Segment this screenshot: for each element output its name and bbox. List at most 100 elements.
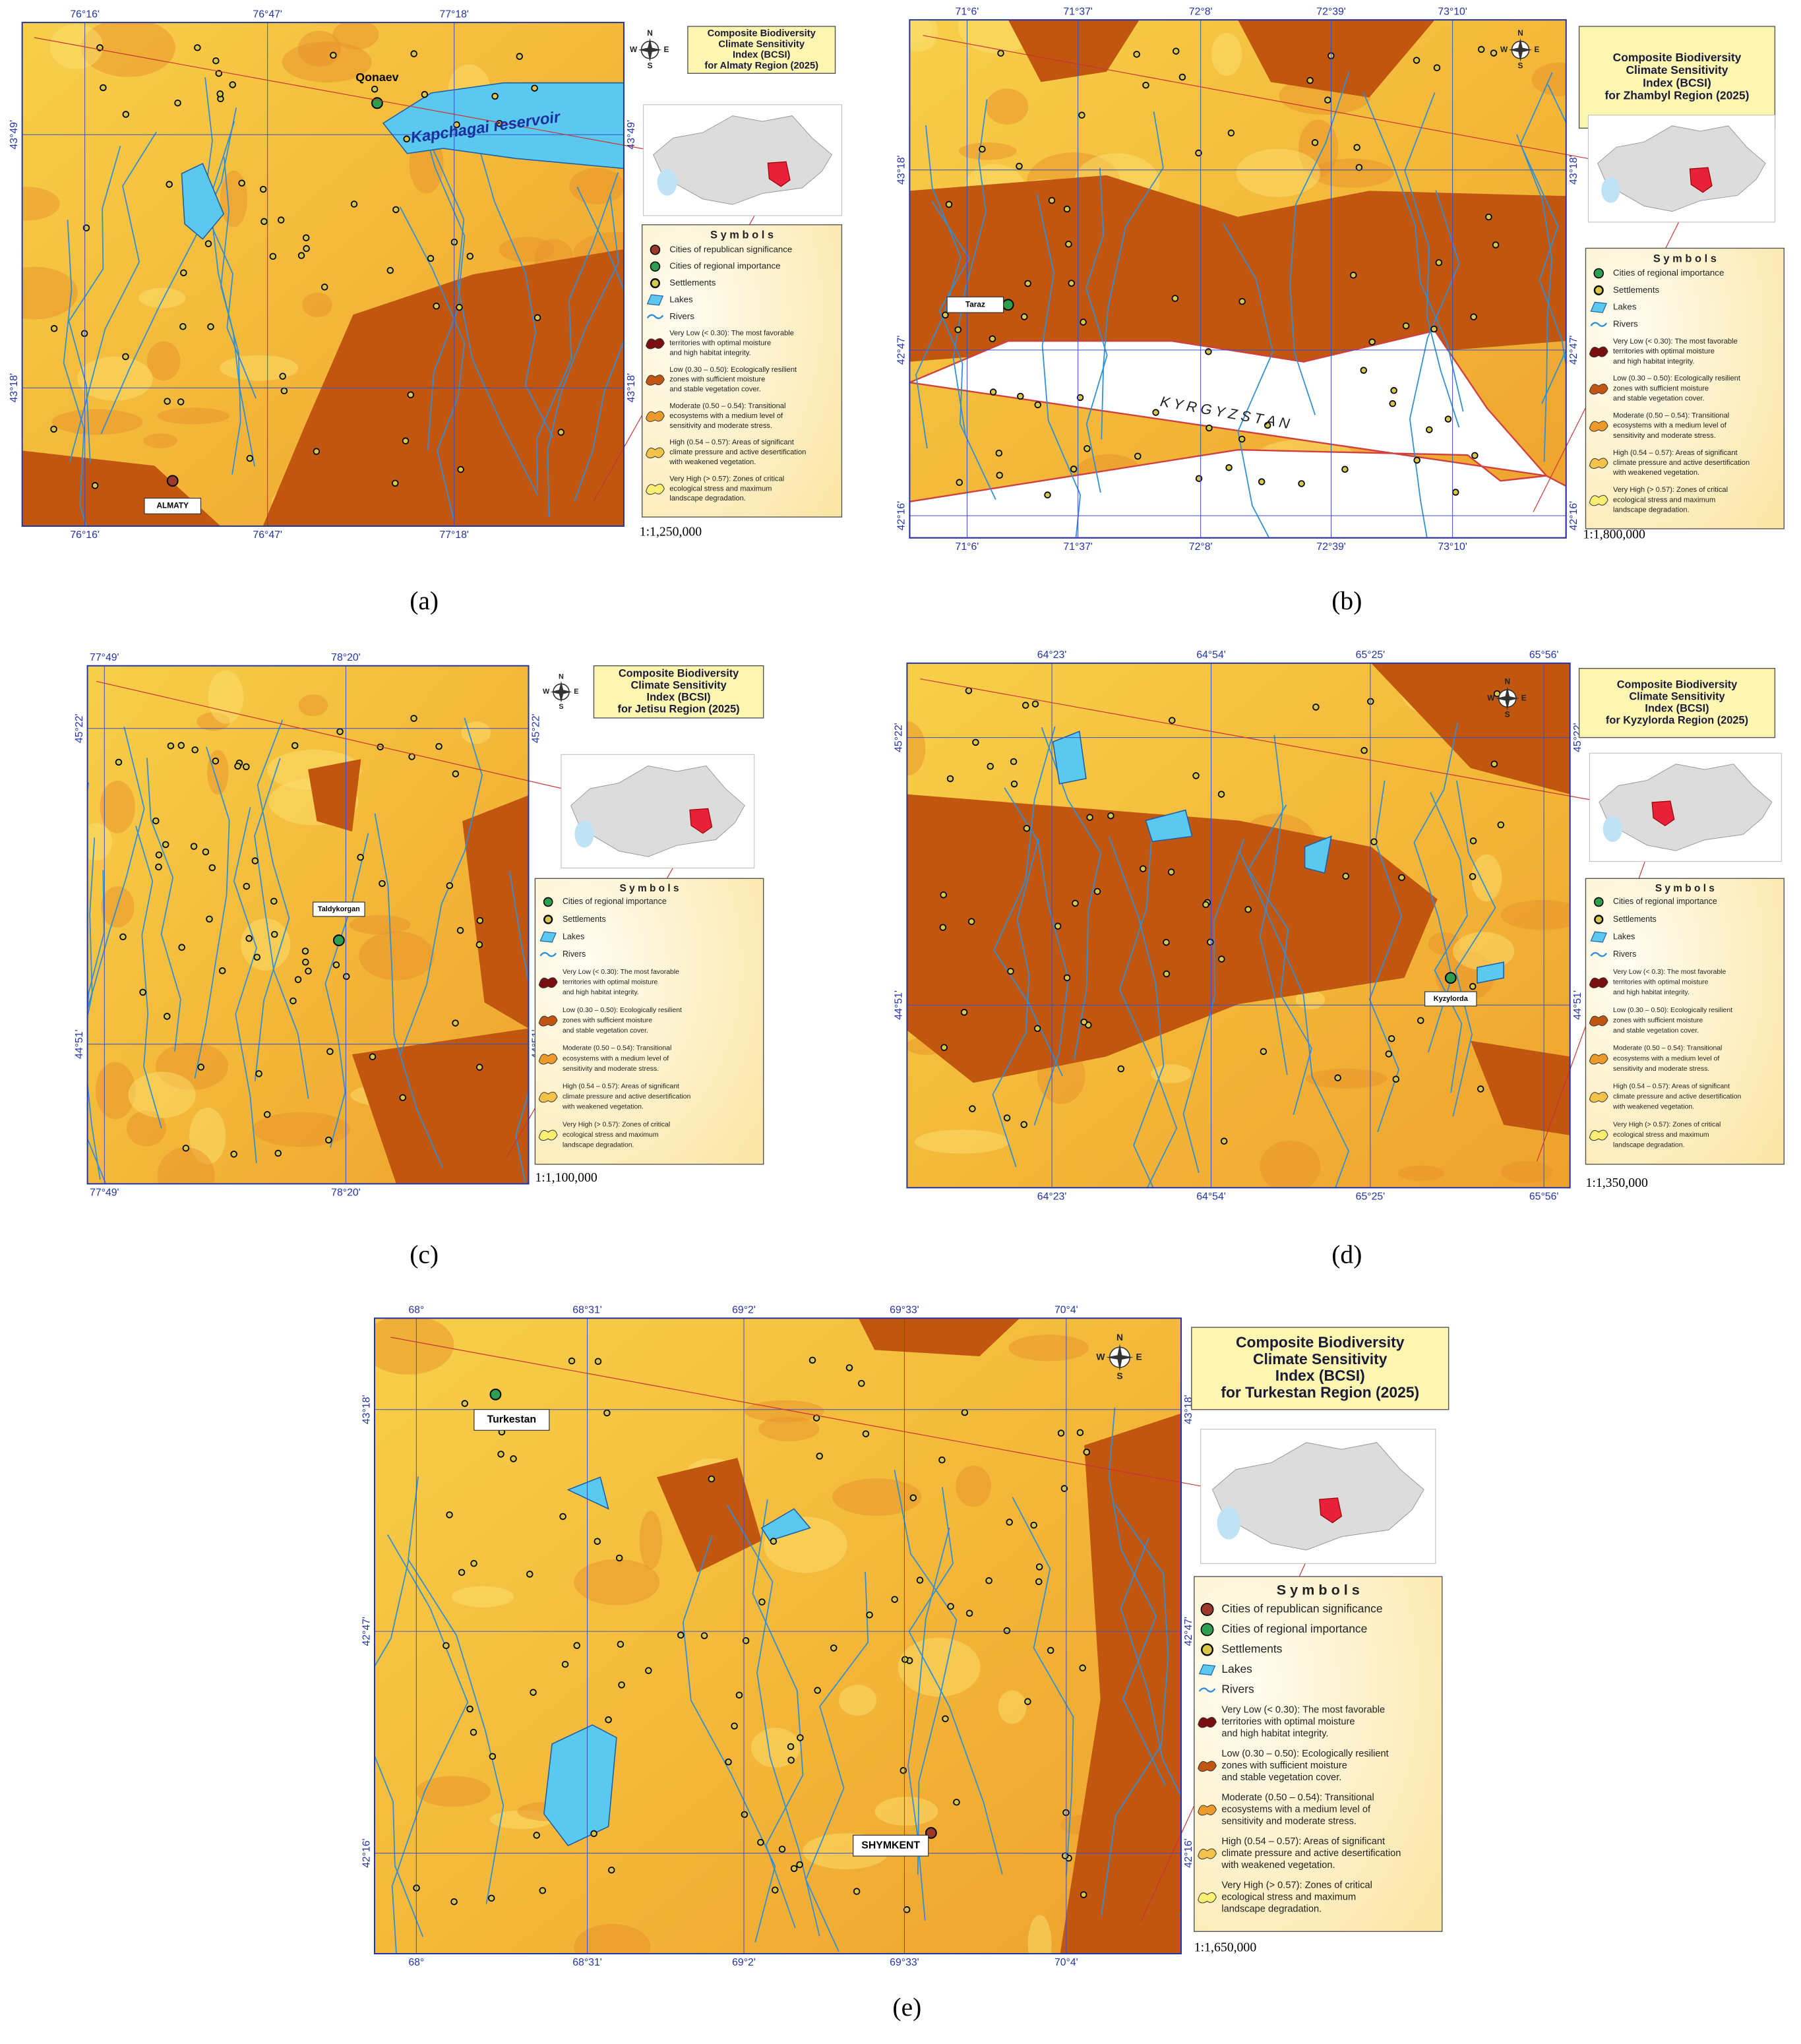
place-label: ALMATY [156,501,189,510]
river [547,195,619,518]
terrain-patch [207,750,229,795]
terrain-patch [77,356,153,401]
leader-line [923,35,1701,180]
settlement [1342,872,1349,880]
settlement [534,314,541,322]
river [1409,190,1460,538]
settlement [259,185,267,193]
settlement [594,1538,601,1545]
settlement [466,253,474,260]
settlement [797,1734,804,1741]
settlement [561,1660,569,1668]
map-title: for Zhambyl Region (2025) [1605,89,1750,102]
settlement [230,1151,237,1158]
settlement [369,1053,377,1060]
legend-symbol [1590,951,1608,957]
settlement [1492,241,1500,249]
settlement [530,1689,537,1696]
settlement [615,1554,623,1562]
settlement [234,762,241,770]
map-frame [373,1317,1182,1954]
settlement [741,1811,748,1819]
legend-label: Rivers [1613,949,1636,959]
terrain-patch [569,167,624,204]
settlement [1006,1518,1013,1526]
settlement [539,1887,547,1894]
settlement [1392,1075,1400,1083]
settlement [263,1111,271,1118]
legend-label: climate pressure and active desertificat… [1221,1848,1401,1859]
terrain-patch [639,1511,662,1570]
compass-star [1106,1343,1134,1371]
river [69,131,158,462]
lake [1477,961,1504,984]
legend-symbol [650,245,661,255]
river [63,220,87,526]
lat-label: 42°47' [361,1617,372,1646]
settlement [979,146,986,153]
river [574,186,624,502]
legend-symbol [646,411,665,422]
settlement [391,479,399,487]
settlement [858,1379,865,1387]
settlement [1054,922,1062,930]
settlement [965,687,973,694]
settlement [533,1832,540,1839]
low-zone [657,1458,762,1573]
lon-label: 69°33' [890,1305,919,1316]
inset-region [1689,167,1713,193]
compass-letter: W [1487,693,1495,702]
foreign-territory [909,330,1566,538]
map-title: Index (BCSI) [733,50,791,61]
terrain-patch [451,1586,514,1608]
legend-symbol [1589,495,1608,506]
settlement [466,1705,473,1713]
legend-label: climate pressure and active desertificat… [1613,459,1750,467]
settlement [1477,1085,1484,1093]
settlement [155,851,163,858]
settlement [1070,466,1078,473]
terrain-patch [499,237,555,262]
legend-label: climate pressure and active desertificat… [563,1093,691,1100]
settlement [260,218,268,225]
settlement [568,1357,576,1365]
settlement [1010,758,1018,766]
lat-label: 42°16' [1183,1838,1194,1868]
settlement [1417,1017,1424,1024]
legend-label: and high habitat integrity. [1613,357,1695,365]
low-zone [1238,20,1435,98]
settlement [1117,1065,1125,1073]
river [535,172,619,491]
terrain-patch [1211,32,1242,76]
river [1238,851,1350,1188]
settlement [605,1716,612,1724]
inset-region [767,161,791,187]
settlement [458,1569,466,1577]
river [220,156,241,475]
terrain-patch [298,694,328,717]
settlement [1048,196,1056,204]
terrain-patch [758,1416,820,1441]
legend-label: with weakened vegetation. [669,458,756,466]
settlement [1142,81,1149,89]
panel-caption: (e) [892,1993,921,2022]
terrain-patch [839,1685,877,1716]
terrain-patch [574,1559,660,1606]
settlement [942,311,949,319]
settlement [1264,421,1271,429]
settlement [1497,821,1505,829]
settlement [343,973,350,980]
legend-symbol [650,261,661,272]
legend-symbol [1590,931,1607,943]
legend-label: Very High (> 0.57): Zones of critical [1613,486,1728,494]
river [254,758,309,1099]
legend-symbol [1589,458,1608,469]
settlement [457,466,464,473]
settlement [1061,1852,1069,1859]
lon-label: 71°37' [1063,541,1093,553]
settlement [1017,392,1024,400]
settlement [845,1364,853,1371]
compass-letter: S [648,61,653,71]
settlement [772,1886,779,1894]
settlement [903,1906,911,1913]
